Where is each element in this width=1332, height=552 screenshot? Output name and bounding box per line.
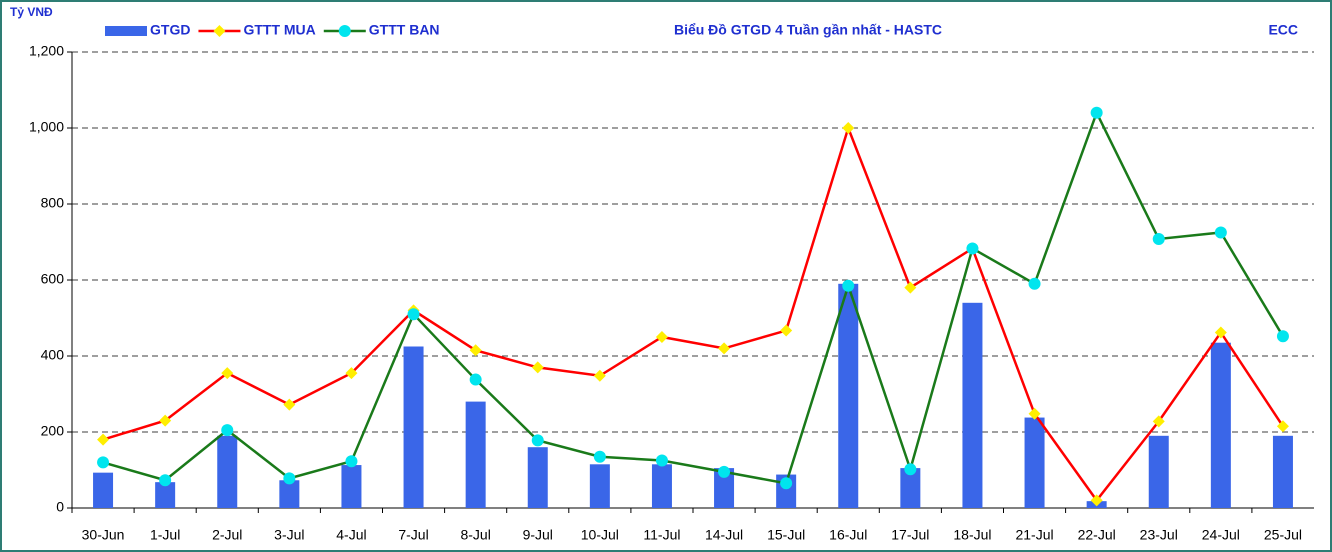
x-tick-label: 9-Jul: [523, 527, 553, 543]
marker: [159, 414, 172, 427]
marker: [1152, 415, 1165, 428]
legend-label: GTTT MUA: [243, 22, 315, 38]
legend: GTGD GTTT MUA GTTT BAN: [105, 22, 440, 38]
y-tick-label: 1,200: [29, 43, 64, 59]
legend-label: GTGD: [150, 22, 190, 38]
marker: [1028, 277, 1041, 290]
bar: [962, 302, 983, 508]
bar: [155, 482, 176, 508]
bar: [651, 464, 672, 508]
x-tick-label: 17-Jul: [891, 527, 929, 543]
bar: [1272, 435, 1293, 508]
marker: [531, 361, 544, 374]
marker: [1090, 106, 1103, 119]
bar: [217, 435, 238, 508]
chart-title: Biểu Đồ GTGD 4 Tuần gần nhất - HASTC: [674, 22, 942, 38]
marker: [780, 477, 793, 490]
x-tick-label: 11-Jul: [643, 527, 680, 543]
y-tick-label: 600: [41, 271, 65, 287]
marker: [1276, 420, 1289, 433]
marker: [159, 474, 172, 487]
bar: [403, 346, 424, 508]
y-tick-label: 400: [41, 347, 65, 363]
marker: [655, 331, 668, 343]
x-tick-label: 16-Jul: [829, 527, 867, 543]
marker: [842, 122, 855, 134]
bar: [527, 447, 548, 508]
marker: [904, 463, 917, 476]
x-tick-label: 25-Jul: [1264, 527, 1302, 543]
marker: [718, 465, 731, 478]
marker: [283, 472, 296, 485]
marker: [1090, 494, 1103, 507]
marker: [407, 308, 420, 321]
bar: [714, 468, 735, 508]
x-tick-label: 1-Jul: [150, 527, 180, 543]
x-tick-label: 8-Jul: [460, 527, 490, 543]
bar: [279, 480, 300, 508]
corner-label: ECC: [1268, 22, 1298, 38]
bar: [465, 401, 486, 508]
marker: [345, 455, 358, 468]
marker: [593, 450, 606, 463]
marker: [283, 398, 296, 411]
marker: [655, 454, 668, 467]
marker: [221, 367, 234, 380]
marker: [593, 369, 606, 382]
x-tick-label: 24-Jul: [1202, 527, 1240, 543]
y-tick-label: 200: [41, 423, 65, 439]
marker: [1276, 330, 1289, 343]
marker: [97, 433, 110, 446]
marker: [718, 342, 731, 355]
x-tick-label: 22-Jul: [1078, 527, 1116, 543]
x-tick-label: 7-Jul: [398, 527, 428, 543]
bar: [1024, 417, 1045, 508]
legend-marker: [338, 25, 351, 37]
line: [102, 109, 1285, 485]
x-tick-label: 3-Jul: [274, 527, 304, 543]
bar: [1210, 342, 1231, 508]
marker: [1214, 326, 1227, 339]
x-tick-label: 10-Jul: [581, 527, 619, 543]
marker: [531, 434, 544, 447]
bar: [93, 472, 114, 508]
y-axis-label: Tỷ VNĐ: [10, 5, 53, 19]
x-tick-label: 2-Jul: [212, 527, 242, 543]
marker: [469, 344, 482, 357]
legend-swatch: [105, 26, 147, 36]
x-tick-label: 30-Jun: [82, 527, 125, 543]
marker: [1152, 232, 1165, 245]
line: [102, 124, 1284, 503]
y-tick-label: 0: [56, 499, 64, 515]
marker: [1214, 226, 1227, 239]
x-tick-label: 21-Jul: [1015, 527, 1053, 543]
marker: [966, 242, 979, 255]
bar: [900, 468, 921, 508]
marker: [221, 424, 234, 437]
bar: [1148, 435, 1169, 508]
bar: [838, 283, 859, 508]
x-tick-label: 14-Jul: [705, 527, 743, 543]
marker: [780, 324, 793, 337]
x-tick-label: 4-Jul: [336, 527, 366, 543]
marker: [904, 281, 917, 294]
bar: [341, 465, 362, 508]
y-tick-label: 1,000: [29, 119, 64, 135]
marker: [1028, 407, 1041, 420]
y-tick-label: 800: [41, 195, 65, 211]
legend-marker: [213, 25, 226, 37]
marker: [345, 367, 358, 380]
marker: [469, 373, 482, 386]
x-tick-label: 23-Jul: [1140, 527, 1178, 543]
x-tick-label: 18-Jul: [953, 527, 991, 543]
x-tick-label: 15-Jul: [767, 527, 805, 543]
bar: [589, 464, 610, 508]
marker: [842, 279, 855, 292]
legend-label: GTTT BAN: [369, 22, 440, 38]
marker: [97, 456, 110, 469]
